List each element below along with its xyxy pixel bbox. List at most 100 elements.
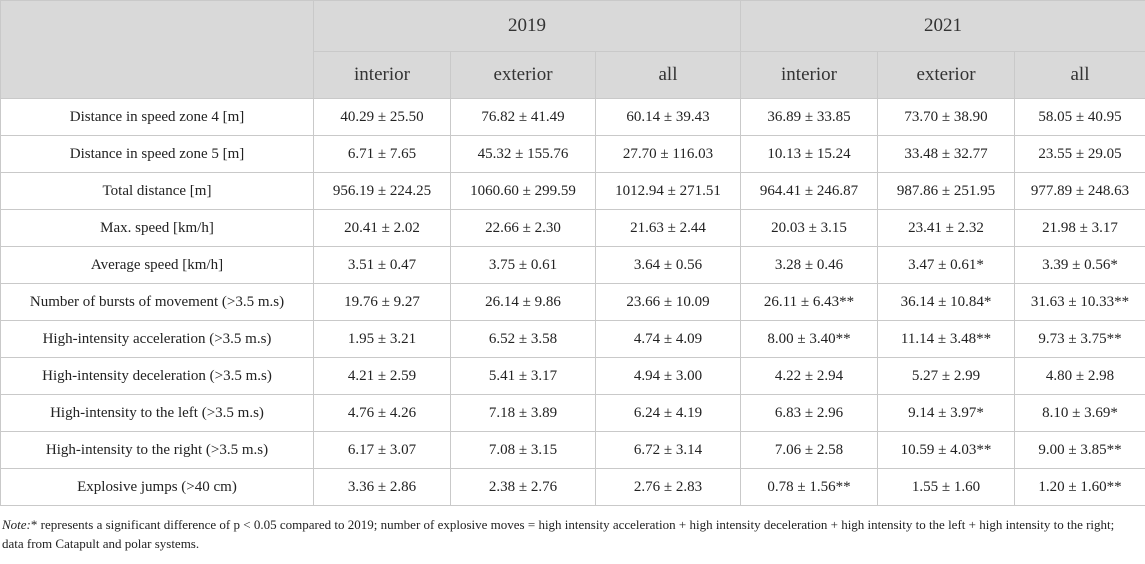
row-label: High-intensity to the left (>3.5 m.s) [0,394,314,432]
data-table: 2019 2021 interior exterior all interior… [0,0,1145,506]
table-cell: 3.47 ± 0.61* [877,246,1015,284]
table-cell: 22.66 ± 2.30 [450,209,596,247]
table-cell: 21.98 ± 3.17 [1014,209,1145,247]
table-row: High-intensity acceleration (>3.5 m.s) 1.… [0,320,1145,358]
table-cell: 10.13 ± 15.24 [740,135,878,173]
table-row: Explosive jumps (>40 cm) 3.36 ± 2.86 2.38 … [0,468,1145,506]
table-cell: 9.14 ± 3.97* [877,394,1015,432]
year-header-2021: 2021 [740,0,1145,52]
table-cell: 10.59 ± 4.03** [877,431,1015,469]
table-cell: 23.66 ± 10.09 [595,283,741,321]
corner-header-cell [0,0,314,99]
table-cell: 4.94 ± 3.00 [595,357,741,395]
table-row: Total distance [m] 956.19 ± 224.25 1060.60… [0,172,1145,210]
table-cell: 5.27 ± 2.99 [877,357,1015,395]
row-label: Total distance [m] [0,172,314,210]
table-cell: 4.22 ± 2.94 [740,357,878,395]
row-label: Average speed [km/h] [0,246,314,284]
table-cell: 8.10 ± 3.69* [1014,394,1145,432]
table-cell: 3.39 ± 0.56* [1014,246,1145,284]
table-cell: 58.05 ± 40.95 [1014,98,1145,136]
table-cell: 36.14 ± 10.84* [877,283,1015,321]
table-cell: 73.70 ± 38.90 [877,98,1015,136]
table-cell: 23.41 ± 2.32 [877,209,1015,247]
table-cell: 4.76 ± 4.26 [313,394,451,432]
table-cell: 977.89 ± 248.63 [1014,172,1145,210]
table-cell: 956.19 ± 224.25 [313,172,451,210]
table-cell: 0.78 ± 1.56** [740,468,878,506]
table-cell: 6.24 ± 4.19 [595,394,741,432]
note-text: * represents a significant difference of… [2,517,1115,551]
table-cell: 20.41 ± 2.02 [313,209,451,247]
subheader-row: interior exterior all interior exterior … [1,51,1145,99]
row-label: Number of bursts of movement (>3.5 m.s) [0,283,314,321]
table-cell: 76.82 ± 41.49 [450,98,596,136]
table-cell: 2.76 ± 2.83 [595,468,741,506]
table-cell: 7.18 ± 3.89 [450,394,596,432]
table-cell: 26.11 ± 6.43** [740,283,878,321]
table-cell: 6.83 ± 2.96 [740,394,878,432]
table-cell: 6.17 ± 3.07 [313,431,451,469]
table-cell: 4.21 ± 2.59 [313,357,451,395]
table-cell: 9.00 ± 3.85** [1014,431,1145,469]
table-cell: 1012.94 ± 271.51 [595,172,741,210]
table-cell: 23.55 ± 29.05 [1014,135,1145,173]
table-cell: 21.63 ± 2.44 [595,209,741,247]
table-cell: 3.75 ± 0.61 [450,246,596,284]
table-cell: 6.71 ± 7.65 [313,135,451,173]
table-cell: 27.70 ± 116.03 [595,135,741,173]
table-cell: 964.41 ± 246.87 [740,172,878,210]
table-cell: 7.08 ± 3.15 [450,431,596,469]
table-cell: 987.86 ± 251.95 [877,172,1015,210]
row-label: Distance in speed zone 5 [m] [0,135,314,173]
table-body: Distance in speed zone 4 [m] 40.29 ± 25.5… [0,98,1145,506]
row-label: Explosive jumps (>40 cm) [0,468,314,506]
note-label: Note: [2,517,31,532]
table-cell: 6.52 ± 3.58 [450,320,596,358]
subheader-cell: exterior [450,51,596,99]
table-cell: 60.14 ± 39.43 [595,98,741,136]
table-cell: 4.74 ± 4.09 [595,320,741,358]
row-label: High-intensity deceleration (>3.5 m.s) [0,357,314,395]
table-cell: 2.38 ± 2.76 [450,468,596,506]
row-label: High-intensity to the right (>3.5 m.s) [0,431,314,469]
year-header-2019: 2019 [313,0,741,52]
table-cell: 7.06 ± 2.58 [740,431,878,469]
table-cell: 1060.60 ± 299.59 [450,172,596,210]
table-cell: 40.29 ± 25.50 [313,98,451,136]
table-cell: 3.64 ± 0.56 [595,246,741,284]
table-row: High-intensity to the right (>3.5 m.s) 6.… [0,431,1145,469]
row-label: Max. speed [km/h] [0,209,314,247]
subheader-cell: all [595,51,741,99]
table-note: Note:* represents a significant differen… [0,506,1145,553]
table-row: Distance in speed zone 4 [m] 40.29 ± 25.5… [0,98,1145,136]
subheader-cell: all [1014,51,1145,99]
table-cell: 3.51 ± 0.47 [313,246,451,284]
table-cell: 3.36 ± 2.86 [313,468,451,506]
table-row: High-intensity deceleration (>3.5 m.s) 4.… [0,357,1145,395]
table-cell: 8.00 ± 3.40** [740,320,878,358]
table-cell: 20.03 ± 3.15 [740,209,878,247]
table-cell: 33.48 ± 32.77 [877,135,1015,173]
subheader-cell: interior [313,51,451,99]
table-row: Max. speed [km/h] 20.41 ± 2.02 22.66 ± 2.3… [0,209,1145,247]
table-row: High-intensity to the left (>3.5 m.s) 4.7… [0,394,1145,432]
table-cell: 5.41 ± 3.17 [450,357,596,395]
table-cell: 19.76 ± 9.27 [313,283,451,321]
table-cell: 4.80 ± 2.98 [1014,357,1145,395]
table-cell: 45.32 ± 155.76 [450,135,596,173]
table-row: Number of bursts of movement (>3.5 m.s) 1… [0,283,1145,321]
year-header-row: 2019 2021 [0,0,1145,99]
table-cell: 1.95 ± 3.21 [313,320,451,358]
table-row: Average speed [km/h] 3.51 ± 0.47 3.75 ± 0.… [0,246,1145,284]
table-cell: 3.28 ± 0.46 [740,246,878,284]
row-label: High-intensity acceleration (>3.5 m.s) [0,320,314,358]
subheader-cell: interior [740,51,878,99]
table-cell: 1.55 ± 1.60 [877,468,1015,506]
table-cell: 26.14 ± 9.86 [450,283,596,321]
table-cell: 36.89 ± 33.85 [740,98,878,136]
table-cell: 31.63 ± 10.33** [1014,283,1145,321]
table-cell: 11.14 ± 3.48** [877,320,1015,358]
row-label: Distance in speed zone 4 [m] [0,98,314,136]
table-row: Distance in speed zone 5 [m] 6.71 ± 7.65 4… [0,135,1145,173]
